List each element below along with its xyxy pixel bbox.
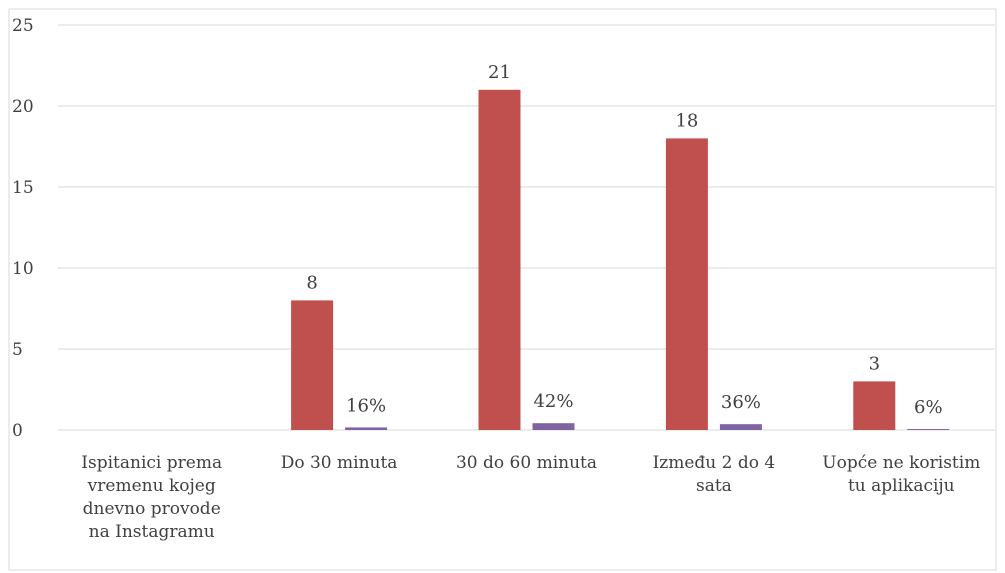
data-label: 8 <box>306 272 317 293</box>
y-tick-label: 10 <box>12 259 34 279</box>
category-label: Uopće ne koristim tu aplikaciju <box>822 453 980 496</box>
y-tick-label: 0 <box>12 421 23 441</box>
data-label: 6% <box>914 397 943 418</box>
category-label: Između 2 do 4 sata <box>653 453 776 496</box>
y-tick-label: 20 <box>12 97 34 117</box>
bar-series-2 <box>907 429 950 430</box>
gridlines <box>58 24 995 431</box>
data-label: 36% <box>721 392 761 413</box>
category-label-line: Uopće ne koristim <box>822 453 980 473</box>
bar-series-2 <box>345 427 388 430</box>
data-label: 16% <box>346 395 386 416</box>
data-label: 18 <box>675 110 698 131</box>
y-tick-label: 25 <box>12 16 34 36</box>
bar-series-2 <box>719 424 762 430</box>
data-label: 3 <box>869 353 880 374</box>
data-label: 21 <box>488 62 511 83</box>
data-label: 42% <box>533 391 573 412</box>
category-label-line: Između 2 do 4 <box>653 453 776 473</box>
category-label: 30 do 60 minuta <box>456 453 597 473</box>
category-labels: Ispitanici prema vremenu kojeg dnevno prov… <box>81 453 980 542</box>
category-label-line: vremenu kojeg <box>87 476 216 496</box>
category-label-line: tu aplikaciju <box>848 476 955 496</box>
category-label-line: 30 do 60 minuta <box>456 453 597 473</box>
bar-series-2 <box>532 423 575 430</box>
bar-series-1 <box>853 381 896 430</box>
y-tick-label: 15 <box>12 178 34 198</box>
bar-series-1 <box>478 89 521 431</box>
category-label: Ispitanici prema vremenu kojeg dnevno prov… <box>81 453 222 542</box>
bars <box>291 89 950 431</box>
category-label-line: sata <box>696 476 732 496</box>
category-label-line: na Instagramu <box>89 522 215 542</box>
bar-series-1 <box>665 138 708 430</box>
y-tick-label: 5 <box>12 340 23 360</box>
category-label: Do 30 minuta <box>281 453 398 473</box>
category-label-line: Do 30 minuta <box>281 453 398 473</box>
y-axis-tick-labels: 0 5 10 15 20 25 <box>12 16 34 441</box>
bar-series-1 <box>291 300 334 430</box>
category-label-line: dnevno provode <box>83 499 221 519</box>
category-label-line: Ispitanici prema <box>81 453 222 473</box>
